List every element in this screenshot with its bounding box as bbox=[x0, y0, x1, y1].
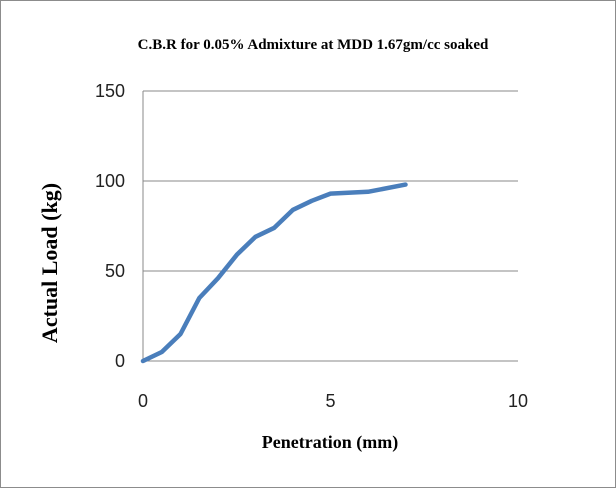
gridlines bbox=[142, 90, 518, 362]
chart-title: C.B.R for 0.05% Admixture at MDD 1.67gm/… bbox=[138, 37, 489, 53]
series-layer bbox=[140, 182, 408, 364]
x-axis-title: Penetration (mm) bbox=[262, 432, 398, 453]
y-tick-label: 100 bbox=[95, 171, 125, 191]
y-tick-label: 50 bbox=[105, 261, 125, 281]
tick-labels: 0 50 100 150 0 5 10 bbox=[95, 81, 528, 411]
x-tick-label: 5 bbox=[325, 391, 335, 411]
x-tick-label: 10 bbox=[508, 391, 528, 411]
y-tick-label: 0 bbox=[115, 351, 125, 371]
x-tick-label: 0 bbox=[138, 391, 148, 411]
series-line bbox=[140, 182, 408, 364]
y-axis-title: Actual Load (kg) bbox=[37, 183, 62, 343]
y-tick-label: 150 bbox=[95, 81, 125, 101]
